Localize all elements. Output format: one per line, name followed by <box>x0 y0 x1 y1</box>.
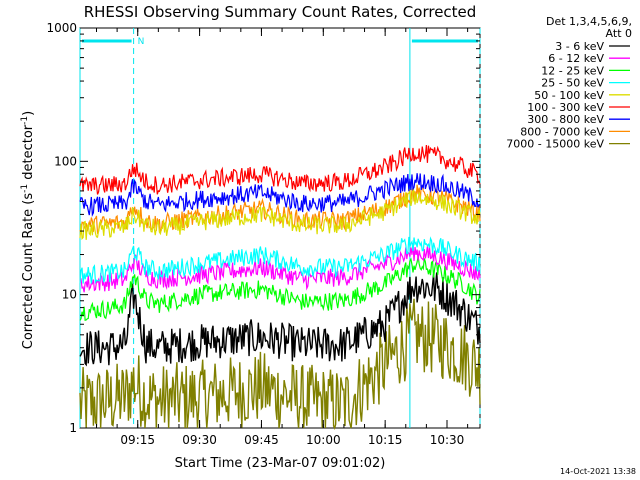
series-line <box>79 145 481 195</box>
legend-label: 100 - 300 keV <box>527 101 604 114</box>
timestamp-stamp: 14-Oct-2021 13:38 <box>560 467 636 476</box>
series-12to25keV <box>79 256 481 322</box>
series-3to6keV <box>79 272 481 367</box>
series-line <box>79 173 481 217</box>
x-tick-label: 10:15 <box>368 433 403 447</box>
series-line <box>79 256 481 322</box>
legend-label: 12 - 25 keV <box>541 64 604 77</box>
series-300to800keV <box>79 173 481 217</box>
x-tick-label: 09:30 <box>182 433 217 447</box>
legend-label: 800 - 7000 keV <box>520 125 604 138</box>
y-axis-label-part3: ) <box>21 111 36 116</box>
legend-label: 3 - 6 keV <box>555 40 604 53</box>
y-axis-ticks: 1000 100 10 1 <box>46 21 480 435</box>
y-axis-label-part2: detector <box>21 124 36 184</box>
y-tick-label: 1000 <box>46 21 77 35</box>
y-tick-label: 1 <box>69 421 77 435</box>
y-axis-label: Corrected Count Rate (s-1 detector-1) <box>20 111 36 349</box>
series-25to50keV <box>79 236 481 285</box>
x-tick-label: 10:30 <box>430 433 465 447</box>
x-tick-label: 09:15 <box>120 433 155 447</box>
series-line <box>79 236 481 285</box>
instrument-flags: N <box>79 28 481 428</box>
x-tick-label: 09:45 <box>244 433 279 447</box>
series-layer <box>79 145 481 430</box>
legend-label: 300 - 800 keV <box>527 113 604 126</box>
y-axis-label-sup2: -1 <box>20 116 30 125</box>
chart-title: RHESSI Observing Summary Count Rates, Co… <box>84 3 477 21</box>
series-line <box>79 184 481 235</box>
x-tick-label: 10:00 <box>306 433 341 447</box>
legend-label: 50 - 100 keV <box>534 89 604 102</box>
plot-area: N <box>79 27 481 430</box>
y-axis-label-part1: Corrected Count Rate (s <box>21 193 36 350</box>
series-line <box>79 298 481 430</box>
x-axis-label: Start Time (23-Mar-07 09:01:02) <box>175 456 386 471</box>
series-800to7000keV <box>79 184 481 235</box>
series-7000to15000keV <box>79 298 481 430</box>
night-flag-label: N <box>138 37 145 47</box>
legend-header-line1: Det 1,3,4,5,6,9, <box>546 15 632 28</box>
legend-label: 7000 - 15000 keV <box>506 138 604 151</box>
y-tick-label: 10 <box>62 288 77 302</box>
legend-label: 6 - 12 keV <box>548 52 604 65</box>
legend-header-line2: Att 0 <box>606 27 632 40</box>
y-axis-label-sup1: -1 <box>20 184 30 193</box>
series-100to300keV <box>79 145 481 195</box>
x-axis-ticks: 09:15 09:30 09:45 10:00 10:15 10:30 <box>95 28 469 447</box>
plot-frame <box>79 27 481 429</box>
series-line <box>79 272 481 367</box>
y-tick-label: 100 <box>54 154 77 168</box>
legend-label: 25 - 50 keV <box>541 77 604 90</box>
